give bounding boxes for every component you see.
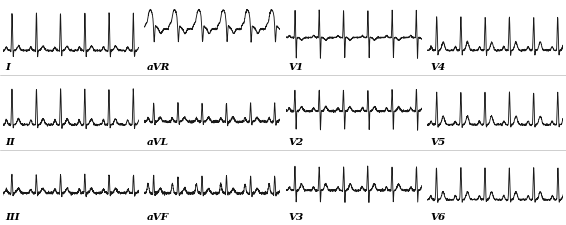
Text: V1: V1: [289, 63, 304, 72]
Text: V5: V5: [430, 138, 445, 147]
Text: aVL: aVL: [147, 138, 169, 147]
Text: V2: V2: [289, 138, 304, 147]
Text: I: I: [6, 63, 11, 72]
Text: aVF: aVF: [147, 213, 169, 222]
Text: V4: V4: [430, 63, 445, 72]
Text: aVR: aVR: [147, 63, 170, 72]
Text: V6: V6: [430, 213, 445, 222]
Text: V3: V3: [289, 213, 304, 222]
Text: II: II: [6, 138, 15, 147]
Text: III: III: [6, 213, 20, 222]
